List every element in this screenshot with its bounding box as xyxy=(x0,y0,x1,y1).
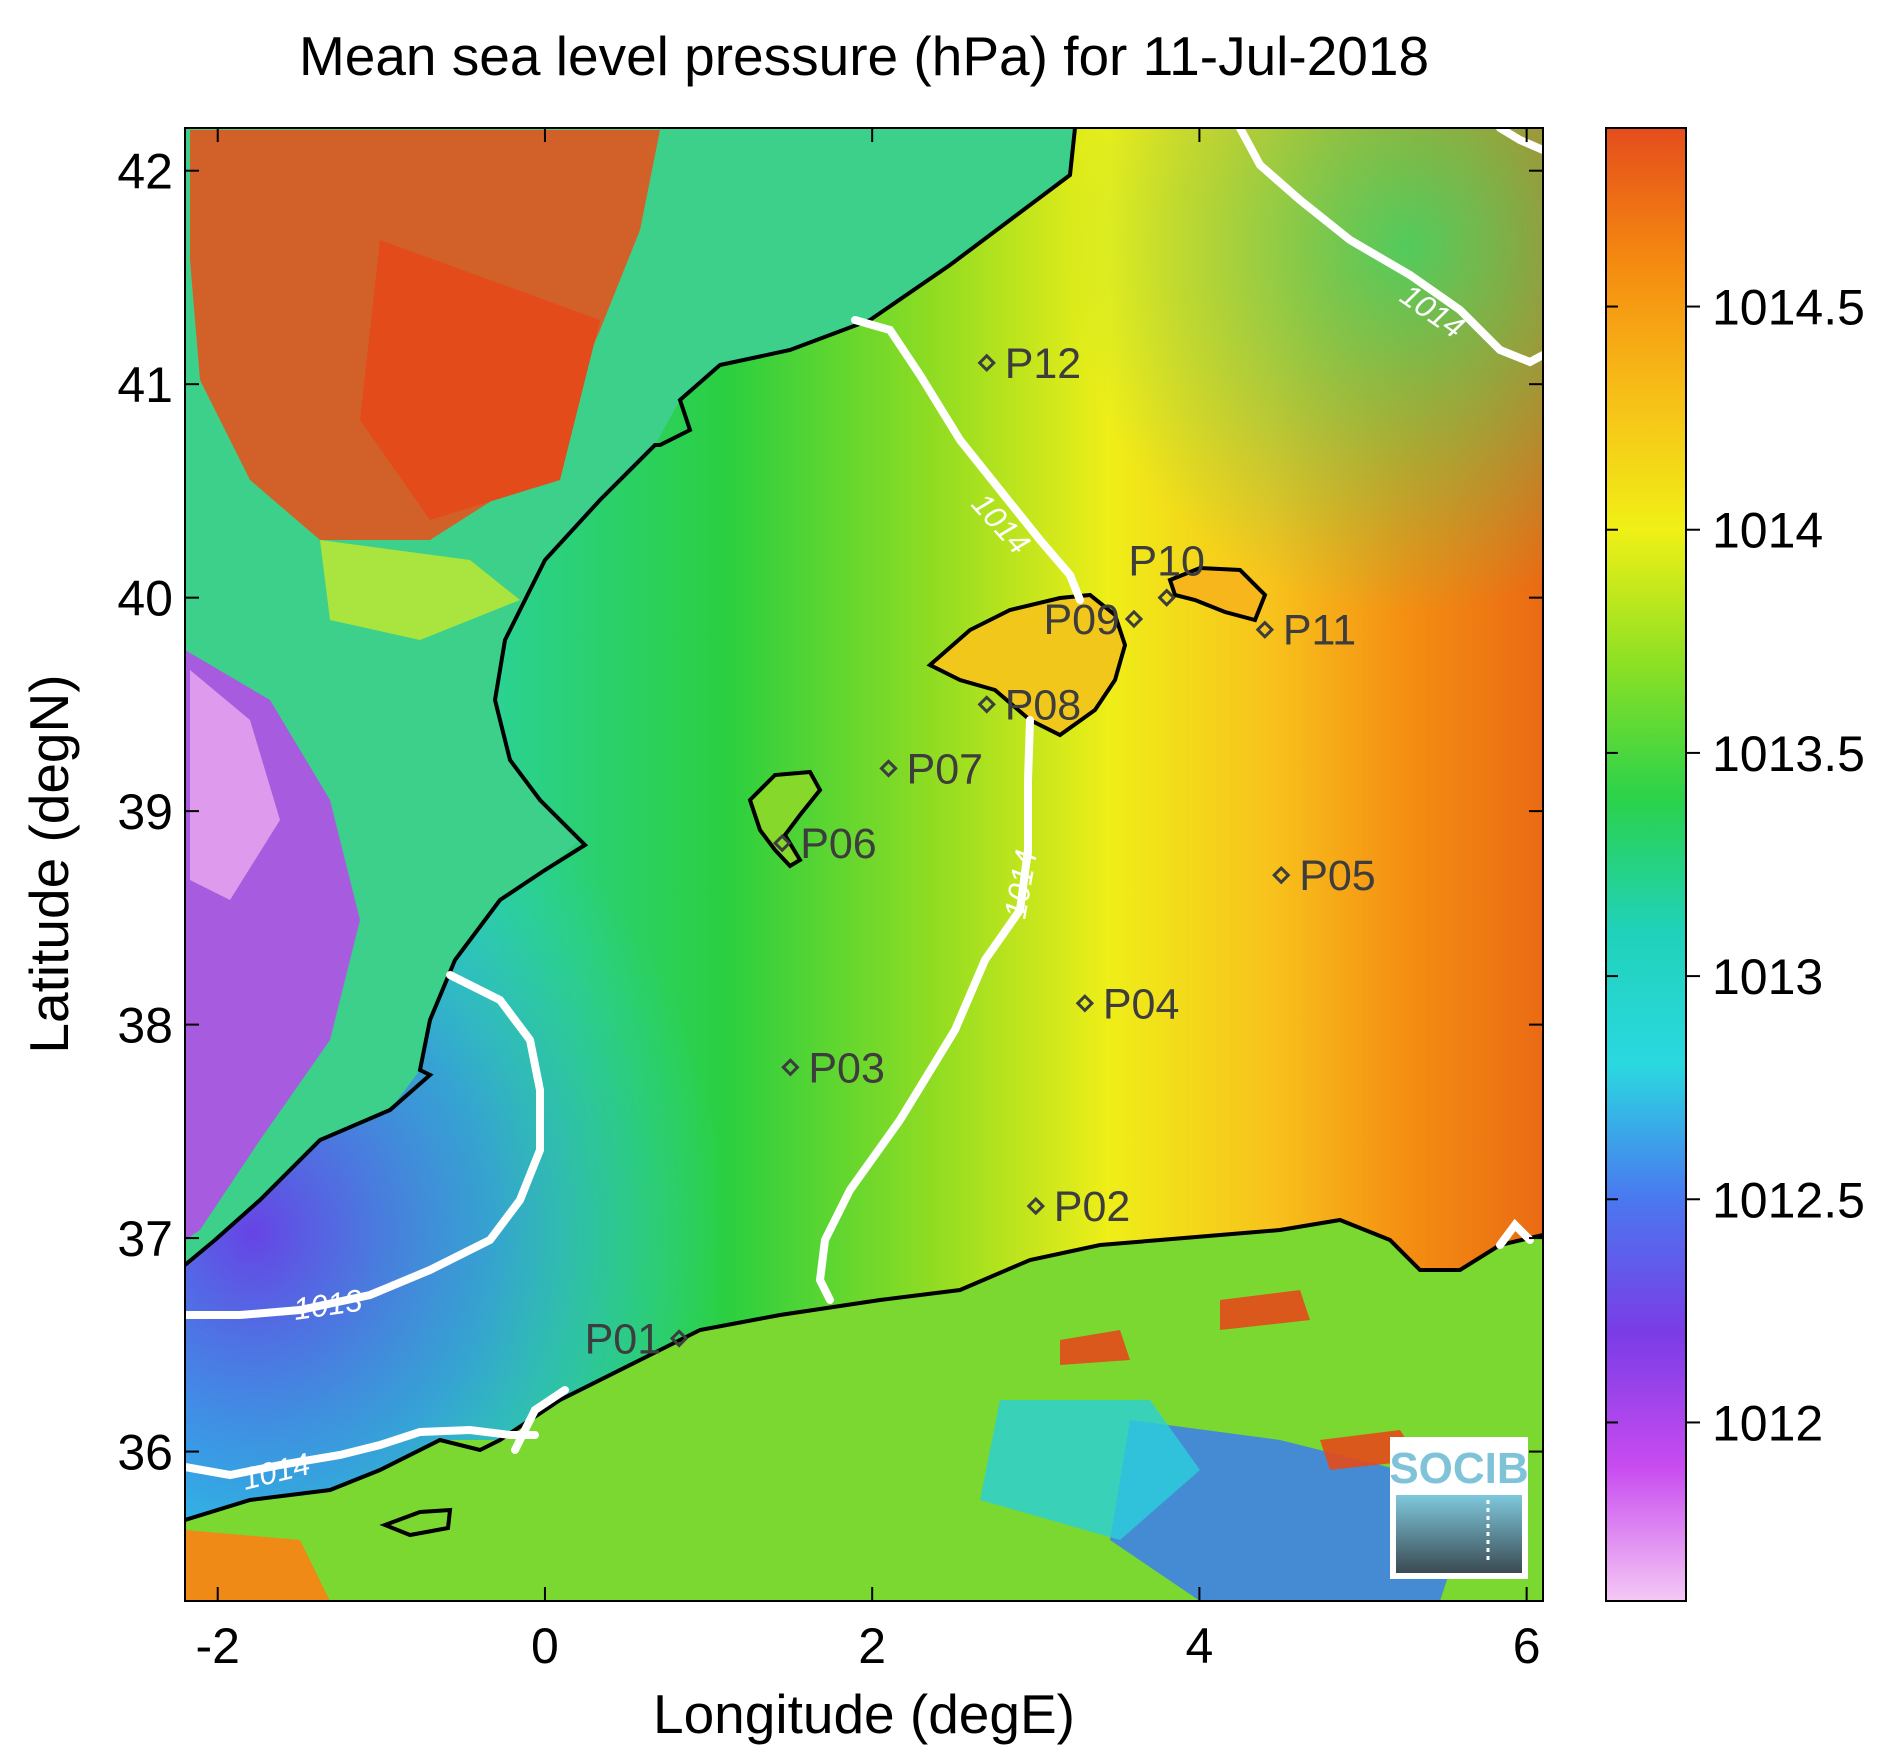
y-tick-label: 41 xyxy=(117,357,173,413)
station-p07: P07 xyxy=(879,745,984,793)
iberia-pink-patch xyxy=(190,670,280,900)
chart-title: Mean sea level pressure (hPa) for 11-Jul… xyxy=(299,25,1429,87)
africa-red-spots xyxy=(1060,1290,1420,1470)
station-label: P04 xyxy=(1103,980,1180,1028)
x-tick-label: 2 xyxy=(858,1618,886,1674)
ibiza-island xyxy=(747,769,823,869)
station-marker xyxy=(1026,1196,1045,1216)
socib-logo-text: SOCIB xyxy=(1389,1444,1528,1493)
station-label: P05 xyxy=(1299,852,1376,900)
y-tick-label: 40 xyxy=(117,571,173,627)
socib-logo: SOCIB xyxy=(1389,1437,1529,1579)
minorca-island xyxy=(1167,565,1268,623)
africa-orange-west xyxy=(185,1530,330,1601)
station-label: P06 xyxy=(800,820,877,868)
x-axis-ticks: -2 0 2 4 6 xyxy=(195,128,1541,1674)
station-label: P11 xyxy=(1283,607,1356,655)
station-marker xyxy=(1124,609,1144,629)
colorbar-tick-label: 1014.5 xyxy=(1712,280,1865,336)
isobar-1014-southwest xyxy=(185,1425,539,1480)
isobar-1014-northeast xyxy=(1236,128,1543,367)
map-frame xyxy=(184,127,1544,1602)
majorca-island xyxy=(926,592,1128,738)
station-p12: P12 xyxy=(977,340,1082,388)
station-marker xyxy=(781,1058,800,1077)
isobar-1014-southeast-tip xyxy=(1496,1218,1534,1249)
station-label: P08 xyxy=(1005,681,1082,729)
y-tick-label: 36 xyxy=(117,1425,173,1481)
station-marker xyxy=(1272,865,1291,885)
station-label: P02 xyxy=(1054,1183,1131,1231)
africa-coastline xyxy=(185,1217,1543,1522)
colorbar xyxy=(1605,127,1687,1602)
station-p09: P09 xyxy=(1043,596,1144,644)
y-tick-label: 38 xyxy=(117,998,173,1054)
station-marker xyxy=(977,353,996,373)
x-tick-label: -2 xyxy=(195,1618,239,1674)
station-label: P03 xyxy=(808,1044,885,1092)
colorbar-tick-label: 1014 xyxy=(1712,503,1823,559)
station-p03: P03 xyxy=(781,1044,885,1092)
y-tick-label: 39 xyxy=(117,784,173,840)
y-tick-label: 37 xyxy=(117,1211,173,1267)
station-label: P07 xyxy=(907,745,984,793)
station-marker xyxy=(1157,588,1176,607)
colorbar-tick-label: 1012 xyxy=(1712,1395,1823,1451)
isobar-1014-south-hook xyxy=(511,1386,569,1454)
x-axis-label: Longitude (degE) xyxy=(653,1683,1075,1745)
iberia-orange-patch xyxy=(360,240,600,520)
station-marker xyxy=(1255,620,1275,639)
colorbar-tick-label: 1013.5 xyxy=(1712,726,1865,782)
isobar-1014-east xyxy=(851,316,1084,604)
colorbar-tick-label: 1013 xyxy=(1712,949,1823,1005)
station-p01: P01 xyxy=(585,1315,689,1363)
station-marker xyxy=(879,759,898,778)
x-tick-label: 6 xyxy=(1513,1618,1541,1674)
station-p11: P11 xyxy=(1255,607,1356,655)
station-p10: P10 xyxy=(1128,538,1205,607)
station-p08: P08 xyxy=(977,681,1082,729)
isobar-1014-central xyxy=(815,716,1034,1304)
isobar-1013 xyxy=(185,971,544,1319)
iberia-coastline xyxy=(185,128,1077,1267)
station-p02: P02 xyxy=(1026,1183,1131,1231)
station-marker xyxy=(1075,994,1095,1013)
colorbar-ticks: 1012 1012.5 1013 1013.5 1014 1014.5 xyxy=(1606,280,1865,1451)
map-plot-area: 1014 1014 1014 1013 1014 P01P02P03P04P05… xyxy=(185,128,1543,1601)
station-marker xyxy=(977,695,996,714)
station-label: P10 xyxy=(1128,538,1205,586)
station-p05: P05 xyxy=(1272,852,1376,900)
x-tick-label: 0 xyxy=(531,1618,559,1674)
station-label: P01 xyxy=(585,1315,662,1363)
station-p04: P04 xyxy=(1075,980,1180,1028)
station-label: P12 xyxy=(1005,340,1082,388)
station-marker xyxy=(773,833,792,853)
y-axis-ticks: 36 37 38 39 40 41 42 xyxy=(117,144,1543,1481)
isobar-1014-northeast-corner xyxy=(1496,128,1543,154)
station-marker xyxy=(669,1329,689,1348)
colorbar-tick-label: 1012.5 xyxy=(1712,1172,1865,1228)
y-tick-label: 42 xyxy=(117,144,173,200)
iberia-yellow-band xyxy=(320,540,520,640)
x-tick-label: 4 xyxy=(1186,1618,1214,1674)
alboran-islet xyxy=(379,1507,453,1538)
y-axis-label: Latitude (degN) xyxy=(18,674,80,1053)
station-p06: P06 xyxy=(773,820,877,868)
station-label: P09 xyxy=(1043,596,1120,644)
africa-cyan-lowland xyxy=(980,1400,1200,1540)
